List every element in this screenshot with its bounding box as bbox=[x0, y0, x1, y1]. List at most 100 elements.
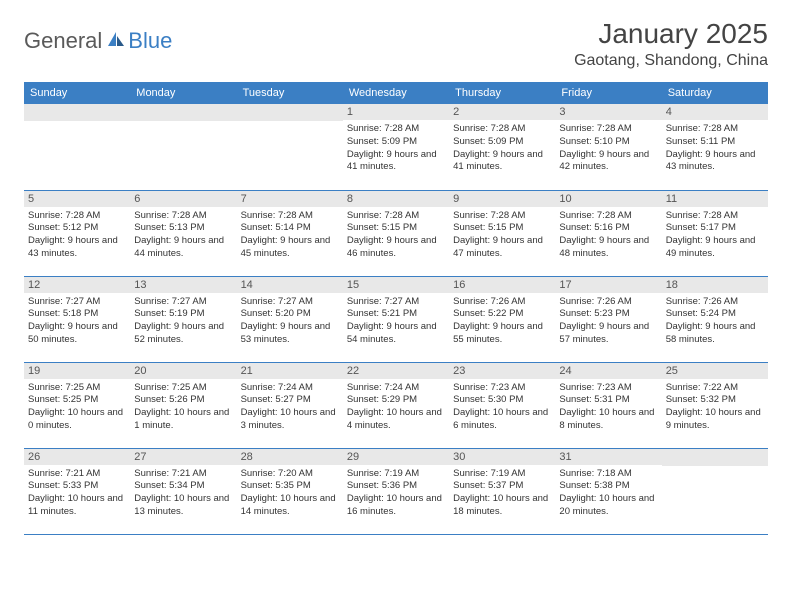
page-header: General Blue January 2025 Gaotang, Shand… bbox=[24, 18, 768, 70]
day-cell: 18 Sunrise: 7:26 AMSunset: 5:24 PMDayligh… bbox=[662, 276, 768, 362]
day-header-sun: Sunday bbox=[24, 82, 130, 104]
calendar-page: General Blue January 2025 Gaotang, Shand… bbox=[0, 0, 792, 553]
day-info: Sunrise: 7:28 AMSunset: 5:09 PMDaylight:… bbox=[453, 123, 551, 174]
empty-day bbox=[237, 104, 343, 121]
day-cell: 24Sunrise: 7:23 AMSunset: 5:31 PMDayligh… bbox=[555, 362, 661, 448]
day-info: Sunrise: 7:24 AMSunset: 5:27 PMDaylight:… bbox=[241, 382, 339, 433]
day-cell: 28 Sunrise: 7:20 AMSunset: 5:35 PMDayligh… bbox=[237, 448, 343, 534]
day-header-wed: Wednesday bbox=[343, 82, 449, 104]
day-info: Sunrise: 7:23 AMSunset: 5:30 PMDaylight:… bbox=[453, 382, 551, 433]
day-cell bbox=[130, 104, 236, 190]
logo-sail-icon bbox=[106, 30, 126, 53]
day-number: 27 bbox=[130, 449, 236, 465]
day-number: 17 bbox=[555, 277, 661, 293]
day-cell: 17 Sunrise: 7:26 AMSunset: 5:23 PMDayligh… bbox=[555, 276, 661, 362]
day-cell: 14Sunrise: 7:27 AMSunset: 5:20 PMDayligh… bbox=[237, 276, 343, 362]
logo-text-1: General bbox=[24, 28, 102, 54]
day-info: Sunrise: 7:28 AMSunset: 5:14 PMDaylight:… bbox=[241, 210, 339, 261]
day-info: Sunrise: 7:26 AMSunset: 5:23 PMDaylight:… bbox=[559, 296, 657, 347]
logo-text-2: Blue bbox=[128, 28, 172, 54]
day-info: Sunrise: 7:20 AMSunset: 5:35 PMDaylight:… bbox=[241, 468, 339, 519]
day-cell: 29 Sunrise: 7:19 AMSunset: 5:36 PMDayligh… bbox=[343, 448, 449, 534]
day-number: 5 bbox=[24, 191, 130, 207]
day-number: 6 bbox=[130, 191, 236, 207]
day-info: Sunrise: 7:27 AMSunset: 5:19 PMDaylight:… bbox=[134, 296, 232, 347]
day-cell: 10 Sunrise: 7:28 AMSunset: 5:16 PMDayligh… bbox=[555, 190, 661, 276]
day-info: Sunrise: 7:25 AMSunset: 5:25 PMDaylight:… bbox=[28, 382, 126, 433]
day-info: Sunrise: 7:21 AMSunset: 5:33 PMDaylight:… bbox=[28, 468, 126, 519]
day-number: 15 bbox=[343, 277, 449, 293]
day-number: 1 bbox=[343, 104, 449, 120]
day-info: Sunrise: 7:28 AMSunset: 5:10 PMDaylight:… bbox=[559, 123, 657, 174]
day-info: Sunrise: 7:27 AMSunset: 5:20 PMDaylight:… bbox=[241, 296, 339, 347]
day-number: 24 bbox=[555, 363, 661, 379]
day-number: 31 bbox=[555, 449, 661, 465]
day-number: 20 bbox=[130, 363, 236, 379]
day-info: Sunrise: 7:26 AMSunset: 5:24 PMDaylight:… bbox=[666, 296, 764, 347]
day-number: 2 bbox=[449, 104, 555, 120]
calendar-table: Sunday Monday Tuesday Wednesday Thursday… bbox=[24, 82, 768, 535]
logo: General Blue bbox=[24, 28, 172, 54]
day-header-mon: Monday bbox=[130, 82, 236, 104]
day-cell bbox=[24, 104, 130, 190]
day-info: Sunrise: 7:26 AMSunset: 5:22 PMDaylight:… bbox=[453, 296, 551, 347]
day-number: 21 bbox=[237, 363, 343, 379]
day-info: Sunrise: 7:28 AMSunset: 5:12 PMDaylight:… bbox=[28, 210, 126, 261]
day-number: 3 bbox=[555, 104, 661, 120]
day-info: Sunrise: 7:24 AMSunset: 5:29 PMDaylight:… bbox=[347, 382, 445, 433]
day-cell: 9 Sunrise: 7:28 AMSunset: 5:15 PMDaylight… bbox=[449, 190, 555, 276]
empty-day bbox=[130, 104, 236, 121]
empty-day bbox=[24, 104, 130, 121]
day-header-row: Sunday Monday Tuesday Wednesday Thursday… bbox=[24, 82, 768, 104]
day-cell: 23 Sunrise: 7:23 AMSunset: 5:30 PMDayligh… bbox=[449, 362, 555, 448]
day-info: Sunrise: 7:18 AMSunset: 5:38 PMDaylight:… bbox=[559, 468, 657, 519]
day-info: Sunrise: 7:27 AMSunset: 5:21 PMDaylight:… bbox=[347, 296, 445, 347]
day-info: Sunrise: 7:21 AMSunset: 5:34 PMDaylight:… bbox=[134, 468, 232, 519]
day-cell: 2 Sunrise: 7:28 AMSunset: 5:09 PMDaylight… bbox=[449, 104, 555, 190]
day-cell: 11 Sunrise: 7:28 AMSunset: 5:17 PMDayligh… bbox=[662, 190, 768, 276]
day-number: 25 bbox=[662, 363, 768, 379]
day-number: 22 bbox=[343, 363, 449, 379]
week-row: 1Sunrise: 7:28 AMSunset: 5:09 PMDaylight… bbox=[24, 104, 768, 190]
day-info: Sunrise: 7:19 AMSunset: 5:37 PMDaylight:… bbox=[453, 468, 551, 519]
day-number: 26 bbox=[24, 449, 130, 465]
day-cell: 15 Sunrise: 7:27 AMSunset: 5:21 PMDayligh… bbox=[343, 276, 449, 362]
day-number: 11 bbox=[662, 191, 768, 207]
day-cell bbox=[662, 448, 768, 534]
day-number: 10 bbox=[555, 191, 661, 207]
day-number: 18 bbox=[662, 277, 768, 293]
day-cell: 21 Sunrise: 7:24 AMSunset: 5:27 PMDayligh… bbox=[237, 362, 343, 448]
day-cell: 19 Sunrise: 7:25 AMSunset: 5:25 PMDayligh… bbox=[24, 362, 130, 448]
day-cell: 5 Sunrise: 7:28 AMSunset: 5:12 PMDaylight… bbox=[24, 190, 130, 276]
day-info: Sunrise: 7:28 AMSunset: 5:16 PMDaylight:… bbox=[559, 210, 657, 261]
day-info: Sunrise: 7:28 AMSunset: 5:15 PMDaylight:… bbox=[453, 210, 551, 261]
week-row: 5 Sunrise: 7:28 AMSunset: 5:12 PMDaylight… bbox=[24, 190, 768, 276]
day-number: 28 bbox=[237, 449, 343, 465]
day-cell: 27 Sunrise: 7:21 AMSunset: 5:34 PMDayligh… bbox=[130, 448, 236, 534]
day-number: 29 bbox=[343, 449, 449, 465]
day-cell: 20 Sunrise: 7:25 AMSunset: 5:26 PMDayligh… bbox=[130, 362, 236, 448]
day-cell: 25 Sunrise: 7:22 AMSunset: 5:32 PMDayligh… bbox=[662, 362, 768, 448]
day-cell: 3 Sunrise: 7:28 AMSunset: 5:10 PMDaylight… bbox=[555, 104, 661, 190]
day-cell: 8Sunrise: 7:28 AMSunset: 5:15 PMDaylight… bbox=[343, 190, 449, 276]
day-number: 12 bbox=[24, 277, 130, 293]
day-cell bbox=[237, 104, 343, 190]
day-info: Sunrise: 7:25 AMSunset: 5:26 PMDaylight:… bbox=[134, 382, 232, 433]
day-number: 16 bbox=[449, 277, 555, 293]
month-title: January 2025 bbox=[574, 18, 768, 50]
day-number: 9 bbox=[449, 191, 555, 207]
day-info: Sunrise: 7:22 AMSunset: 5:32 PMDaylight:… bbox=[666, 382, 764, 433]
day-header-sat: Saturday bbox=[662, 82, 768, 104]
day-info: Sunrise: 7:19 AMSunset: 5:36 PMDaylight:… bbox=[347, 468, 445, 519]
week-row: 19 Sunrise: 7:25 AMSunset: 5:25 PMDayligh… bbox=[24, 362, 768, 448]
day-info: Sunrise: 7:28 AMSunset: 5:17 PMDaylight:… bbox=[666, 210, 764, 261]
day-header-tue: Tuesday bbox=[237, 82, 343, 104]
week-row: 12Sunrise: 7:27 AMSunset: 5:18 PMDayligh… bbox=[24, 276, 768, 362]
day-cell: 22 Sunrise: 7:24 AMSunset: 5:29 PMDayligh… bbox=[343, 362, 449, 448]
day-cell: 26 Sunrise: 7:21 AMSunset: 5:33 PMDayligh… bbox=[24, 448, 130, 534]
day-cell: 30Sunrise: 7:19 AMSunset: 5:37 PMDayligh… bbox=[449, 448, 555, 534]
calendar-body: 1Sunrise: 7:28 AMSunset: 5:09 PMDaylight… bbox=[24, 104, 768, 534]
day-number: 7 bbox=[237, 191, 343, 207]
day-number: 23 bbox=[449, 363, 555, 379]
day-number: 19 bbox=[24, 363, 130, 379]
